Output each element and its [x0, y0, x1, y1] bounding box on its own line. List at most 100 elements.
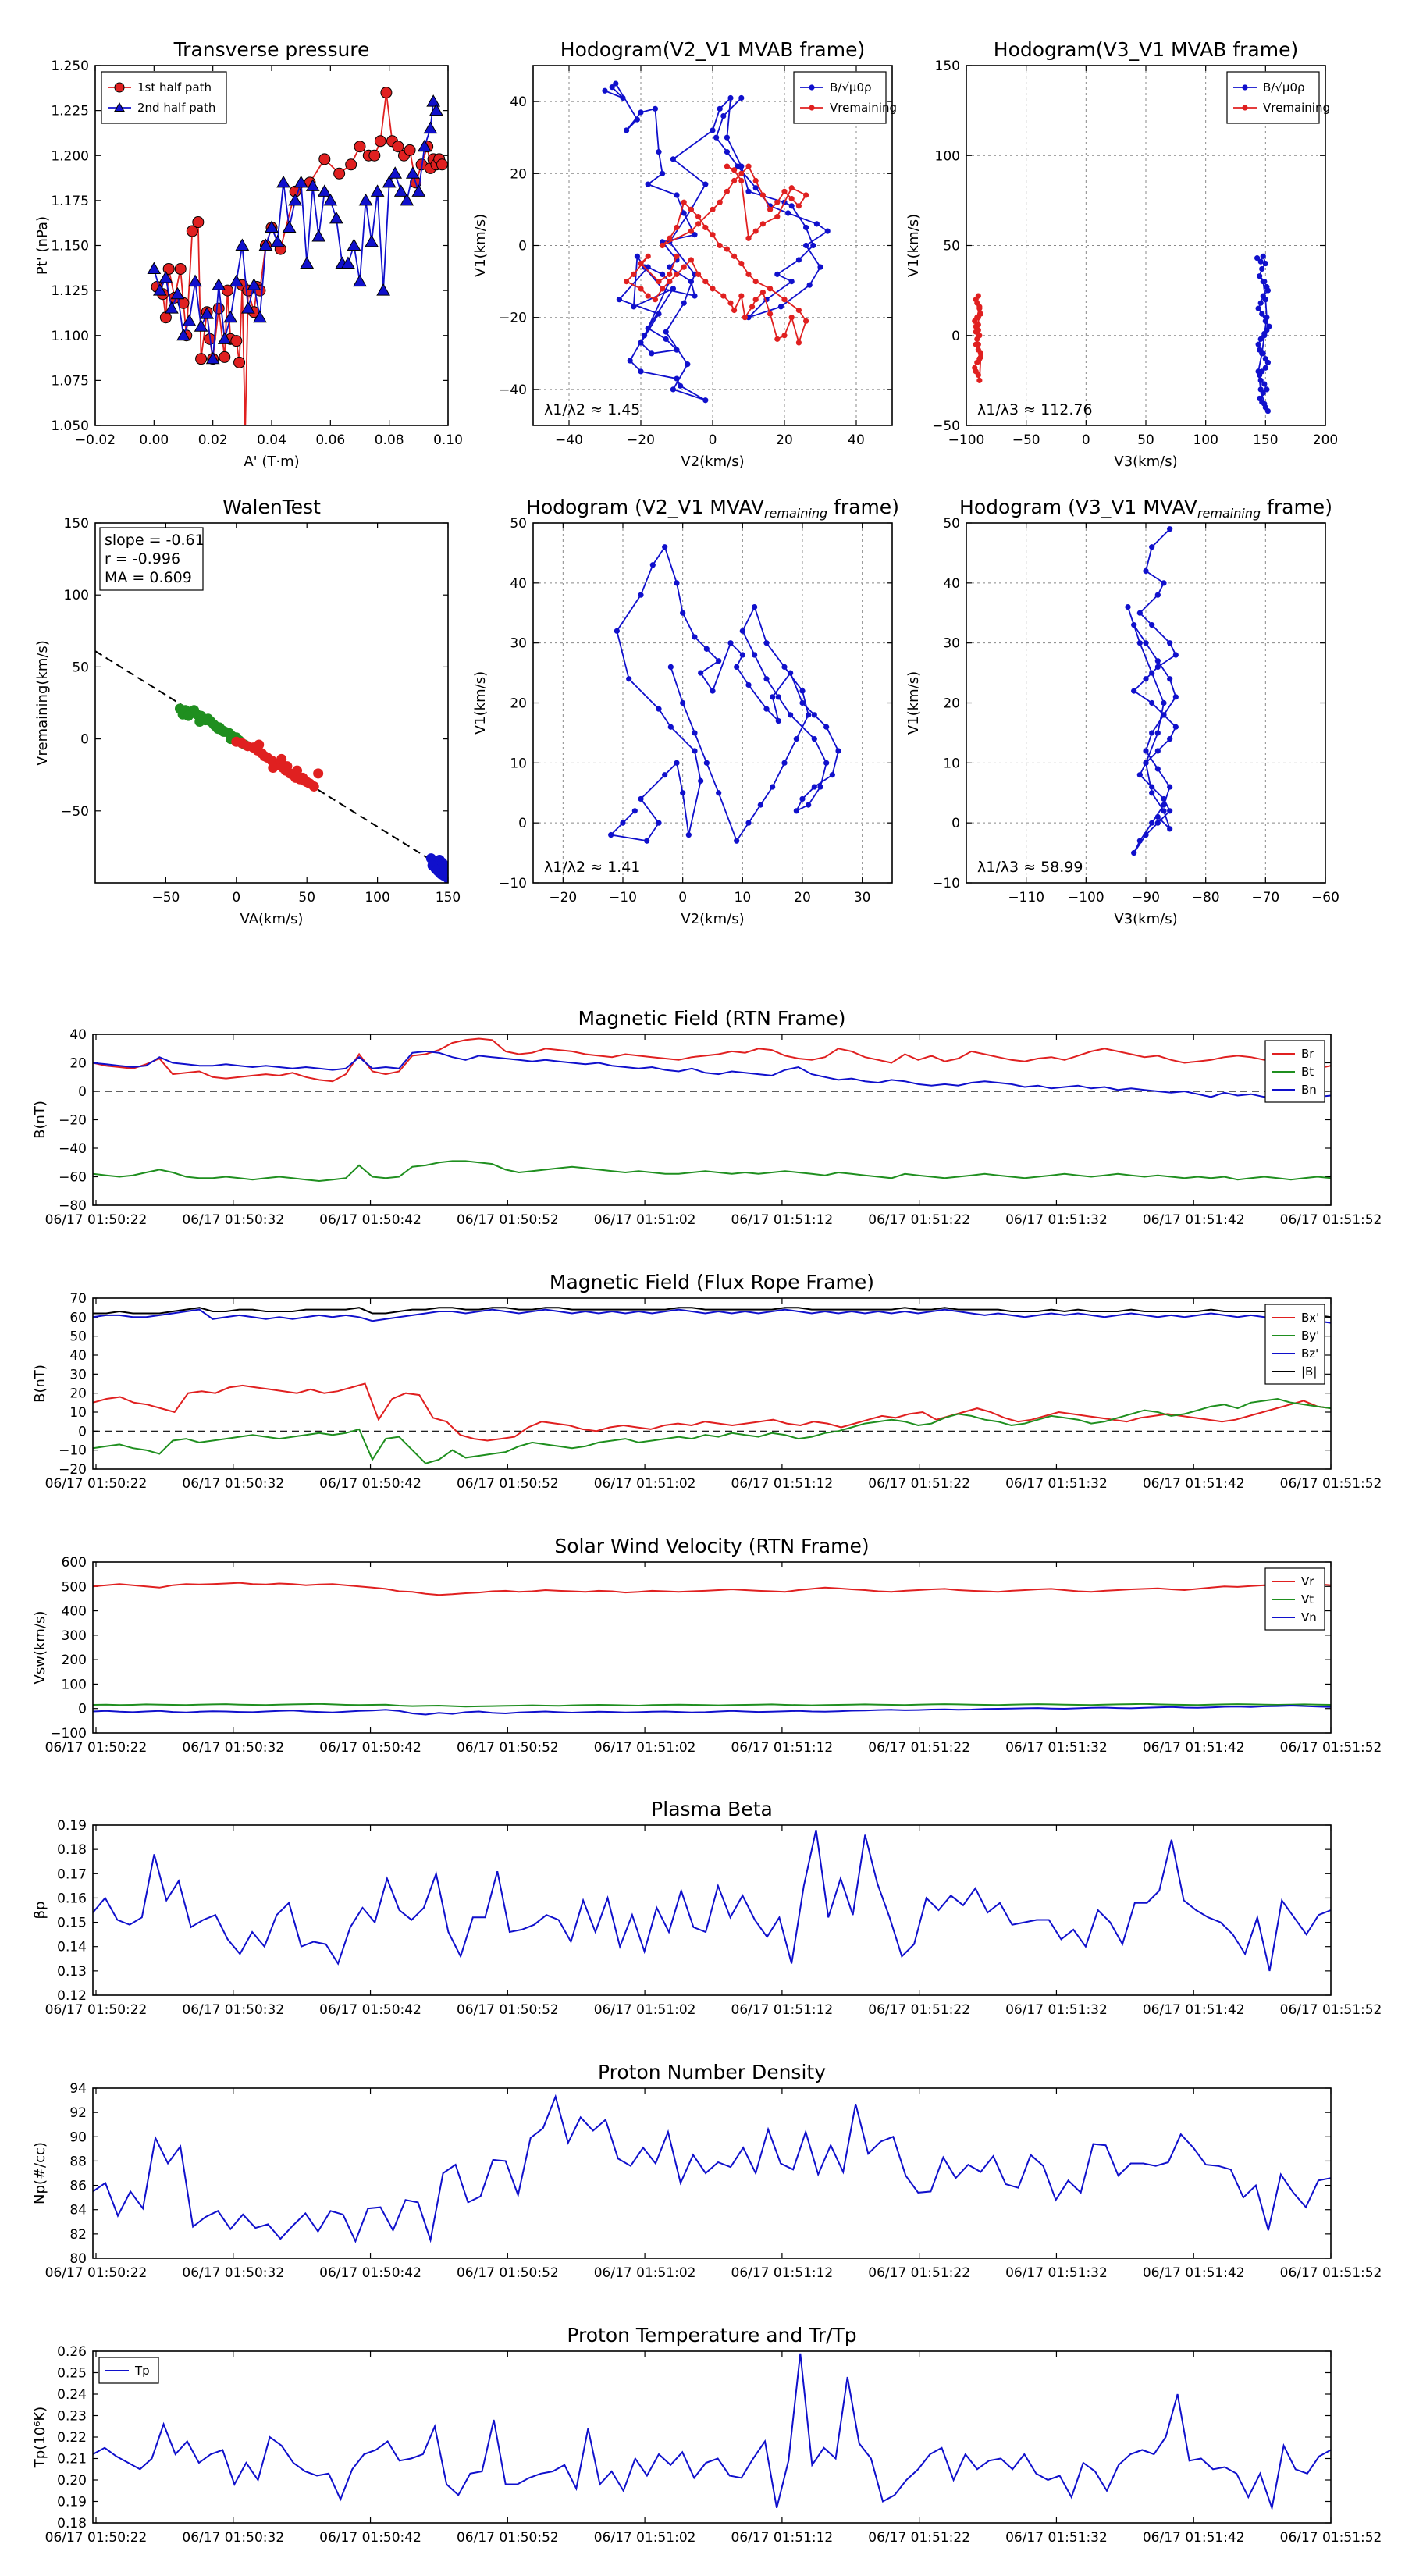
data-point — [974, 315, 980, 321]
y-tick-label: 90 — [69, 2129, 87, 2145]
chart-title: Magnetic Field (Flux Rope Frame) — [550, 1271, 874, 1293]
time-tick-label: 06/17 01:51:12 — [731, 1476, 834, 1492]
y-tick-label: 0.14 — [57, 1940, 87, 1955]
data-point — [1131, 688, 1137, 694]
data-point — [656, 820, 662, 826]
y-tick-label: 40 — [510, 576, 527, 592]
time-tick-label: 06/17 01:51:32 — [1005, 1476, 1108, 1492]
legend-label: Vremaining — [1263, 101, 1330, 115]
data-point — [688, 228, 695, 234]
data-point — [667, 264, 673, 270]
data-point — [1257, 336, 1264, 342]
data-point — [720, 112, 727, 119]
chart-vsw: Solar Wind Velocity (RTN Frame) −100 0 100 2… — [32, 1535, 1382, 1756]
chart-mag_rtn: Magnetic Field (RTN Frame) −80 −60 −40 −20 0 2… — [32, 1007, 1382, 1228]
y-tick-label: 0 — [78, 1424, 87, 1439]
time-tick-label: 06/17 01:50:22 — [45, 1740, 148, 1756]
data-point — [810, 242, 816, 249]
data-point — [638, 340, 644, 346]
data-point — [1264, 287, 1271, 294]
data-point — [717, 242, 723, 249]
data-point — [809, 105, 815, 111]
y-tick-label: 150 — [64, 516, 89, 532]
data-point — [788, 670, 794, 676]
data-point — [1143, 640, 1149, 646]
data-point — [212, 302, 225, 315]
fit-line — [95, 650, 448, 872]
axes-frame — [966, 522, 1326, 884]
data-point — [1154, 748, 1161, 754]
data-point — [645, 293, 651, 299]
data-point — [176, 328, 190, 341]
time-tick-label: 06/17 01:50:32 — [182, 2002, 284, 2018]
series-line-0 — [92, 1037, 1332, 1083]
data-point — [678, 382, 684, 389]
title-sub: remaining — [764, 506, 827, 521]
data-point — [418, 139, 432, 152]
data-point — [803, 224, 809, 231]
data-point — [681, 199, 687, 205]
data-point — [663, 336, 669, 342]
chart-title: Magnetic Field (RTN Frame) — [578, 1007, 846, 1030]
plot-area — [972, 253, 1272, 415]
axes-frame — [532, 522, 893, 884]
y-tick-label: 1.225 — [51, 104, 89, 119]
data-point — [1161, 712, 1167, 718]
data-point — [742, 315, 749, 321]
data-point — [254, 739, 265, 750]
data-point — [710, 206, 716, 212]
x-tick-label: 50 — [1137, 432, 1154, 448]
data-point — [265, 220, 279, 233]
title-main: Hodogram (V3_V1 MVAV — [959, 496, 1197, 518]
data-point — [716, 658, 722, 664]
plot-area — [608, 544, 841, 844]
data-point — [235, 238, 250, 251]
legend-label: Bt — [1301, 1065, 1314, 1079]
data-point — [710, 286, 716, 292]
x-tick-label: 0.00 — [139, 432, 169, 448]
data-point — [734, 664, 740, 671]
data-point — [745, 188, 752, 194]
data-point — [1257, 300, 1264, 306]
data-point — [212, 724, 223, 735]
y-tick-label: 600 — [62, 1555, 87, 1571]
data-point — [1167, 826, 1173, 832]
data-point — [738, 94, 745, 101]
data-point — [602, 87, 608, 94]
data-point — [631, 808, 638, 814]
data-point — [757, 802, 763, 808]
data-point — [660, 286, 666, 292]
data-point — [614, 628, 620, 634]
y-tick-label: −50 — [61, 804, 89, 820]
data-point — [788, 185, 795, 191]
series-line-0 — [92, 2094, 1332, 2243]
time-tick-label: 06/17 01:50:42 — [319, 1476, 422, 1492]
legend: Bx' By' Bz' |B| — [1264, 1304, 1325, 1385]
y-tick-label: −60 — [59, 1170, 87, 1186]
y-tick-label: 30 — [943, 636, 960, 652]
data-point — [759, 289, 767, 296]
data-point — [649, 562, 656, 568]
data-point — [194, 716, 205, 727]
data-point — [739, 652, 745, 658]
y-tick-label: 100 — [62, 1677, 87, 1692]
data-point — [745, 271, 752, 277]
data-point — [282, 761, 293, 772]
series-line-1 — [92, 1160, 1332, 1183]
data-point — [1149, 784, 1155, 790]
y-tick-label: 86 — [69, 2179, 87, 2194]
data-point — [745, 820, 752, 826]
y-tick-label: −100 — [50, 1726, 87, 1742]
data-point — [613, 80, 619, 87]
data-point — [738, 293, 745, 299]
data-point — [752, 177, 759, 184]
data-point — [1262, 365, 1268, 371]
data-point — [1149, 622, 1155, 628]
data-point — [727, 94, 734, 101]
data-point — [763, 640, 770, 646]
data-point — [345, 158, 357, 171]
y-tick-label: 40 — [943, 576, 960, 592]
series-line-3 — [93, 1307, 1332, 1318]
data-point — [1143, 676, 1149, 682]
data-point — [318, 153, 331, 165]
